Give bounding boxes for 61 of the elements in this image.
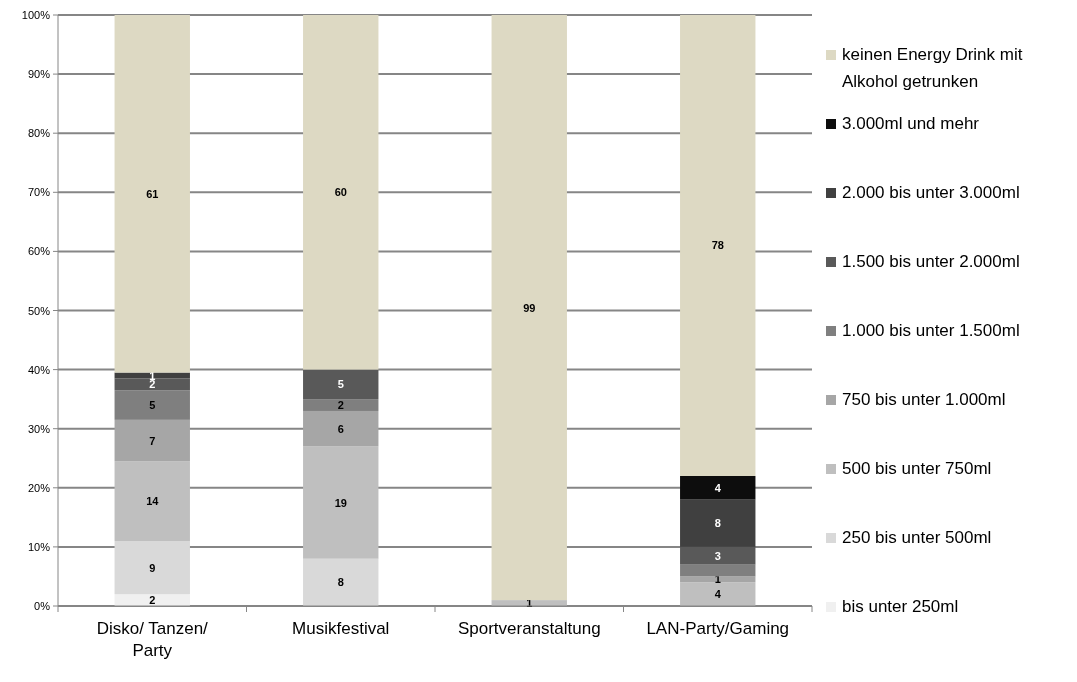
bar: [114, 540, 190, 595]
x-tick-label: LAN-Party/Gaming: [646, 619, 790, 638]
y-tick-label: 20%: [27, 481, 51, 494]
bar: [303, 369, 379, 400]
y-tick-label: 40%: [27, 363, 51, 376]
data-label: 78: [711, 239, 724, 252]
y-tick-label: 10%: [27, 540, 51, 553]
data-label: 61: [146, 187, 159, 200]
bar: [303, 399, 379, 411]
bar: [114, 461, 190, 541]
data-label: 9: [149, 561, 156, 574]
legend-label: 2.000 bis unter 3.000ml: [842, 183, 1020, 202]
data-label: 5: [149, 399, 156, 412]
bar: [303, 558, 379, 606]
bar: [114, 419, 190, 462]
y-tick-label: 100%: [21, 9, 51, 21]
bar: [114, 390, 190, 420]
y-tick-label: 50%: [27, 304, 51, 317]
legend-label: 500 bis unter 750ml: [842, 459, 992, 478]
x-tick-label: Sportveranstaltung: [457, 619, 601, 638]
legend-label: 1.500 bis unter 2.000ml: [842, 252, 1020, 271]
bar: [680, 15, 756, 476]
data-label: 4: [714, 481, 722, 494]
data-label: 2: [337, 399, 344, 412]
data-label: 3: [714, 549, 721, 562]
legend-label: keinen Energy Drink mit Alkohol getrunken: [842, 45, 1023, 91]
bar: [680, 475, 756, 500]
bar: [680, 499, 756, 547]
data-label: 8: [714, 517, 721, 530]
y-tick-label: 60%: [27, 245, 51, 258]
data-label: 99: [523, 301, 536, 314]
legend-label: 250 bis unter 500ml: [842, 528, 992, 547]
data-label: 6: [337, 422, 344, 435]
y-tick-label: 30%: [27, 422, 51, 435]
x-tick-label: Disko/ Tanzen/ Party: [96, 619, 209, 660]
legend-label: bis unter 250ml: [842, 597, 959, 616]
bar: [491, 15, 567, 601]
bar: [114, 15, 190, 373]
data-label: 8: [337, 576, 344, 589]
y-tick-label: 0%: [34, 600, 51, 612]
bar: [680, 564, 756, 577]
bar: [680, 546, 756, 565]
legend-label: 1.000 bis unter 1.500ml: [842, 321, 1020, 340]
bar: [303, 15, 379, 370]
data-label: 5: [337, 378, 344, 391]
x-tick-label: Musikfestival: [292, 619, 390, 638]
bar: [680, 576, 756, 583]
bar: [680, 582, 756, 606]
bar: [303, 446, 379, 559]
legend-label: 750 bis unter 1.000ml: [842, 390, 1006, 409]
data-label: 7: [149, 434, 156, 447]
y-tick-label: 70%: [27, 186, 51, 199]
data-label: 19: [334, 496, 347, 509]
legend-label: 3.000ml und mehr: [842, 114, 980, 133]
data-label: 4: [714, 588, 722, 601]
data-label: 14: [146, 495, 160, 508]
data-label: 2: [149, 594, 156, 607]
data-label: 60: [334, 186, 347, 199]
y-tick-label: 90%: [27, 68, 51, 81]
bar: [303, 410, 379, 447]
y-tick-label: 80%: [27, 127, 51, 140]
